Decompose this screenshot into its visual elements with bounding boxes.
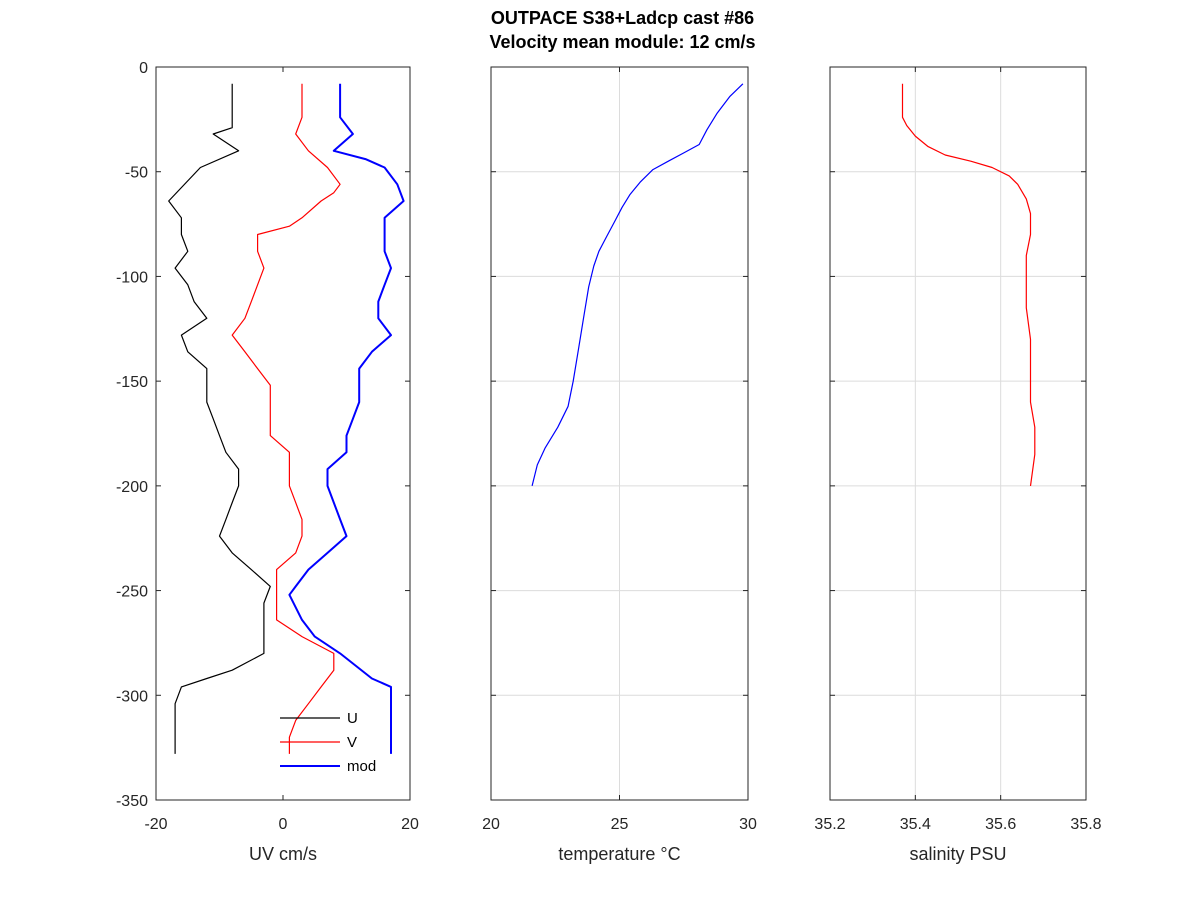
y-tick-label: -100 <box>116 269 148 286</box>
x-tick-label: -20 <box>144 816 167 833</box>
salinity-panel: 35.2 35.4 35.6 35.8 salinity PSU <box>814 66 1102 864</box>
axes-box <box>829 66 1087 801</box>
legend-label-V: V <box>347 734 357 751</box>
x-tick-label: 35.6 <box>985 816 1016 833</box>
title-line-1: OUTPACE S38+Ladcp cast #86 <box>490 8 755 28</box>
plot-area <box>830 67 1086 800</box>
x-axis-label: UV cm/s <box>249 844 317 864</box>
series-line-profile-2 <box>901 83 1036 486</box>
series-line-profile-1 <box>531 83 744 487</box>
x-tick-label: 20 <box>482 816 500 833</box>
y-tick-label: -300 <box>116 688 148 705</box>
x-tick-label: 25 <box>611 816 629 833</box>
x-tick-label: 0 <box>279 816 288 833</box>
y-tick-label: -50 <box>125 165 148 182</box>
x-axis-label: salinity PSU <box>909 844 1006 864</box>
title-line-2: Velocity mean module: 12 cm/s <box>489 32 756 52</box>
y-tick-label: -200 <box>116 479 148 496</box>
y-tick-label: -250 <box>116 584 148 601</box>
legend-label-U: U <box>347 710 358 727</box>
x-axis-label: temperature °C <box>558 844 680 864</box>
legend-label-mod: mod <box>347 758 376 775</box>
temperature-panel: 20 25 30 temperature °C <box>482 66 757 864</box>
x-tick-label: 35.8 <box>1070 816 1101 833</box>
x-tick-label: 35.2 <box>814 816 845 833</box>
y-tick-label: -350 <box>116 793 148 810</box>
x-tick-label: 35.4 <box>900 816 931 833</box>
series-line-U <box>168 83 271 754</box>
y-tick-label: 0 <box>139 60 148 77</box>
series-line-mod <box>288 83 405 754</box>
x-tick-label: 20 <box>401 816 419 833</box>
y-tick-label: -150 <box>116 374 148 391</box>
series-line-V <box>231 83 341 754</box>
figure-title: OUTPACE S38+Ladcp cast #86 Velocity mean… <box>0 6 1200 54</box>
plot-area <box>156 67 410 800</box>
x-tick-label: 30 <box>739 816 757 833</box>
